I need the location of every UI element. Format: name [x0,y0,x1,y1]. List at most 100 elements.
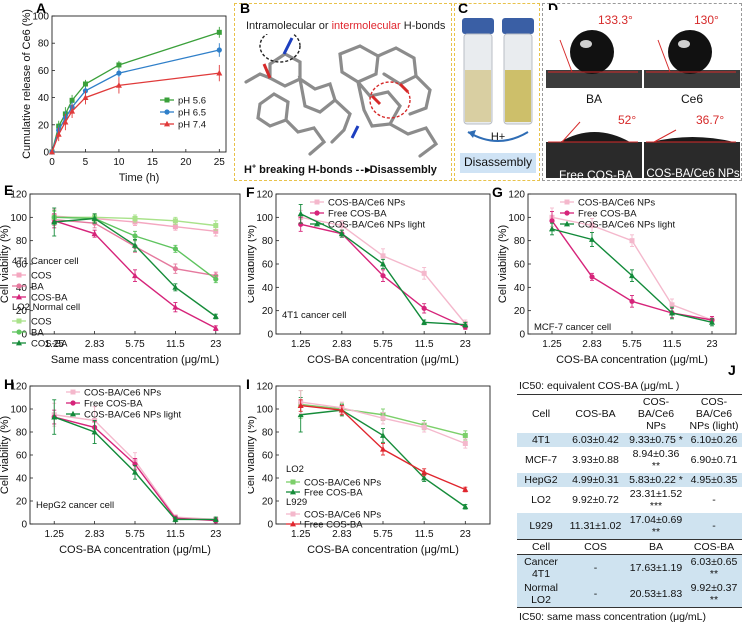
data-point [91,428,98,435]
panel-label-e: E [4,182,14,198]
y-tick-label: 120 [256,190,273,201]
data-point [629,238,635,244]
legend-label: COS-BA/Ce6 NPs [84,388,161,399]
y-tick-label: 0 [519,330,525,341]
y-axis-label: Cell viability (%) [0,225,11,303]
label-ba: BA [586,92,602,106]
legend-marker [564,220,570,227]
chart-e: 0 20 40 60 80 100 120 Cell viability (%) Same ma… [0,190,241,366]
legend-marker [164,109,170,115]
y-tick-label: 20 [262,306,274,317]
row-4t1-cell: 4T1 [517,433,565,447]
x-tick-label: 5.75 [373,339,393,350]
data-point [709,319,715,325]
th-cell: Cell [531,408,551,420]
y-tick-label: 60 [262,451,274,462]
legend-marker [290,520,296,527]
panel-b-title-part2: intermolecular [331,20,401,32]
row-4t1-b: 9.33±0.75 * [626,433,686,447]
data-point [49,148,55,155]
panel-b-caption-end: Disassembly [369,164,437,176]
panel-b-caption: H+ breaking H-bonds - - ▸Disassembly [244,163,437,176]
row2-lo2-a: - [565,581,626,608]
data-point [338,406,345,413]
x-tick-label: 5.75 [125,339,145,350]
series-line [51,31,220,153]
angle-ba: 133.3° [598,13,633,27]
x-tick-label: 20 [180,157,192,168]
row-hepg2-a: 4.99±0.31 [565,473,626,487]
data-point [297,411,304,418]
data-point [380,432,386,438]
data-point [589,223,595,228]
x-tick-label: 1.25 [291,339,311,350]
row-4t1-c: 6.10±0.26 [686,433,742,447]
row2-4t1-a: - [565,554,626,581]
row-hepg2-c: 4.95±0.35 [686,473,742,487]
data-point [462,432,468,438]
x-tick-label: 11.5 [166,529,185,540]
data-point [549,225,555,232]
x-tick-label: 11.5 [415,529,434,540]
row2-lo2-b: 20.53±1.83 [626,581,686,608]
panel-label-i: I [246,376,250,392]
legend-marker [16,318,22,324]
data-point [669,302,675,308]
y-tick-label: 60 [16,451,28,462]
panel-label-d: D [548,0,559,16]
x-tick-label: 5.75 [373,529,393,540]
x-tick-label: 23 [706,339,718,350]
y-tick-label: 80 [514,236,526,247]
legend-group-label: 4T1 Cancer cell [12,256,79,267]
data-point [116,70,122,76]
data-point [462,486,469,492]
legend-marker [314,210,320,216]
row-hepg2-cell: HepG2 [517,473,565,487]
data-point [51,218,58,225]
data-point [62,118,69,125]
y-tick-label: 100 [508,213,525,224]
y-tick-label: 40 [38,93,50,104]
x-tick-label: 2.83 [332,529,352,540]
ic50-table: IC50: equivalent COS-BA (μg/mL ) Cell CO… [517,379,742,623]
legend-marker [290,479,296,485]
legend-label: COS-BA/Ce6 NPs [304,510,381,521]
row2-lo2-c: 9.92±0.37 ** [686,581,742,608]
legend-label: Free COS-BA [84,399,143,410]
data-point [380,446,386,452]
y-tick-label: 60 [16,260,28,271]
row-l929-c: - [686,513,742,540]
y-tick-label: 40 [514,283,526,294]
x-tick-label: 5 [83,157,89,168]
chart-annotation: HepG2 cancer cell [36,500,114,511]
x-tick-label: 1.25 [542,339,562,350]
data-point [172,246,178,252]
legend-marker [16,329,22,335]
data-point [172,266,178,272]
label-ce6: Ce6 [681,92,703,106]
data-point [213,223,219,228]
plot-frame [51,15,227,153]
data-point [421,319,428,325]
y-tick-label: 0 [267,330,273,341]
x-tick-label: 5.75 [125,529,145,540]
legend-label: COS-BA [31,339,68,350]
panel-b-title-part3: H-bonds [400,20,446,32]
data-point [69,108,76,114]
data-point [629,272,635,279]
y-tick-label: 80 [38,39,50,50]
legend-marker [564,210,570,216]
data-point [589,274,595,280]
label-cos-ba-ce6: COS-BA/Ce6 NPs [646,168,740,180]
y-axis-label: Cell viability (%) [0,416,11,494]
x-tick-label: 1.25 [44,339,64,350]
y-tick-label: 60 [262,260,274,271]
y-tick-label: 40 [16,474,28,485]
y-tick-label: 80 [262,428,274,439]
panel-b-title-part1: Intramolecular or [246,20,332,32]
data-point [669,309,675,316]
data-point [380,253,386,259]
y-tick-label: 120 [256,382,273,393]
dashed-arrow-icon: - - ▸ [355,164,371,176]
data-point [549,218,555,224]
